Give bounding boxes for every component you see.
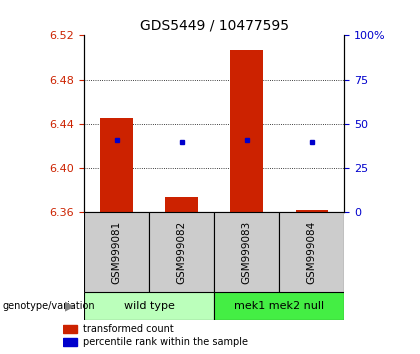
Bar (296, 210, 328, 212)
Bar (231, 50, 263, 212)
Bar (214, 212, 279, 292)
Bar (165, 197, 198, 212)
Text: GSM999083: GSM999083 (242, 221, 252, 284)
Text: GSM999084: GSM999084 (307, 221, 317, 284)
Text: ▶: ▶ (65, 300, 75, 313)
Text: GSM999082: GSM999082 (177, 221, 186, 284)
Text: GSM999081: GSM999081 (112, 221, 121, 284)
Text: wild type: wild type (123, 301, 175, 311)
Bar (63, 325, 77, 333)
Text: mek1 mek2 null: mek1 mek2 null (234, 301, 324, 311)
Bar (63, 338, 77, 346)
Bar (84, 212, 149, 292)
Text: genotype/variation: genotype/variation (2, 301, 95, 311)
Bar (214, 292, 344, 320)
Title: GDS5449 / 10477595: GDS5449 / 10477595 (140, 19, 289, 33)
Bar (100, 118, 133, 212)
Text: transformed count: transformed count (83, 324, 173, 334)
Bar (149, 212, 214, 292)
Bar (279, 212, 344, 292)
Bar (84, 292, 214, 320)
Text: percentile rank within the sample: percentile rank within the sample (83, 337, 248, 347)
